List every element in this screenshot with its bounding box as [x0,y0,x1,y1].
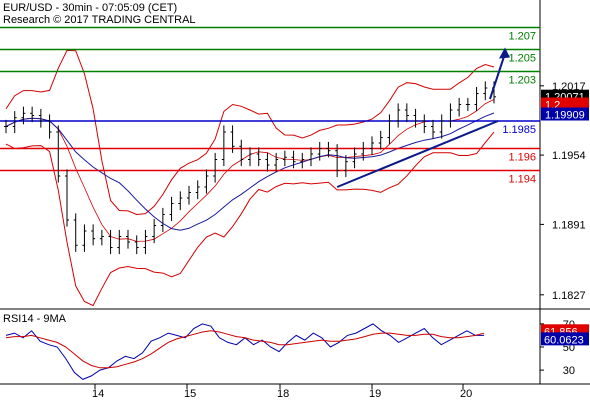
level-label-support: 1.196 [508,152,536,164]
copyright-notice: Research © 2017 TRADING CENTRAL [3,14,196,26]
bollinger-lower-line [5,131,495,307]
rsi-title: RSI14 - 9MA [3,313,67,325]
bollinger-upper-line [5,49,495,216]
forecast-arrow-line [489,53,506,100]
moving-average-line [5,112,495,231]
level-label-pivot: 1.1985 [502,124,536,136]
time-tick-label: 20 [460,388,472,400]
price-tag-box [541,97,589,111]
time-tick-label: 19 [369,388,381,400]
time-tick-label: 18 [277,388,289,400]
chart-title: EUR/USD - 30min - 07:05:09 (CET) [3,2,178,14]
rsi-tag-box [541,332,589,346]
price-tag-label: 1.19909 [545,110,585,122]
rsi-tick-label: 30 [563,365,575,377]
rsi-line [5,323,484,380]
trendline [336,120,499,188]
price-tick-label: 1.1891 [552,219,586,231]
price-tick-label: 1.1827 [552,290,586,302]
time-tick-label: 14 [92,388,104,400]
level-label-resistance: 1.205 [508,53,536,65]
rsi-tag-label: 60.0623 [544,334,584,346]
time-tick-label: 15 [184,388,196,400]
forecast-arrow-head [499,47,510,59]
price-tick-label: 1.1954 [552,150,586,162]
level-label-support: 1.194 [508,174,536,186]
level-label-resistance: 1.207 [508,31,536,43]
level-label-resistance: 1.203 [508,75,536,87]
price-tag-box [541,107,589,121]
rsi-ma-line [5,330,485,369]
